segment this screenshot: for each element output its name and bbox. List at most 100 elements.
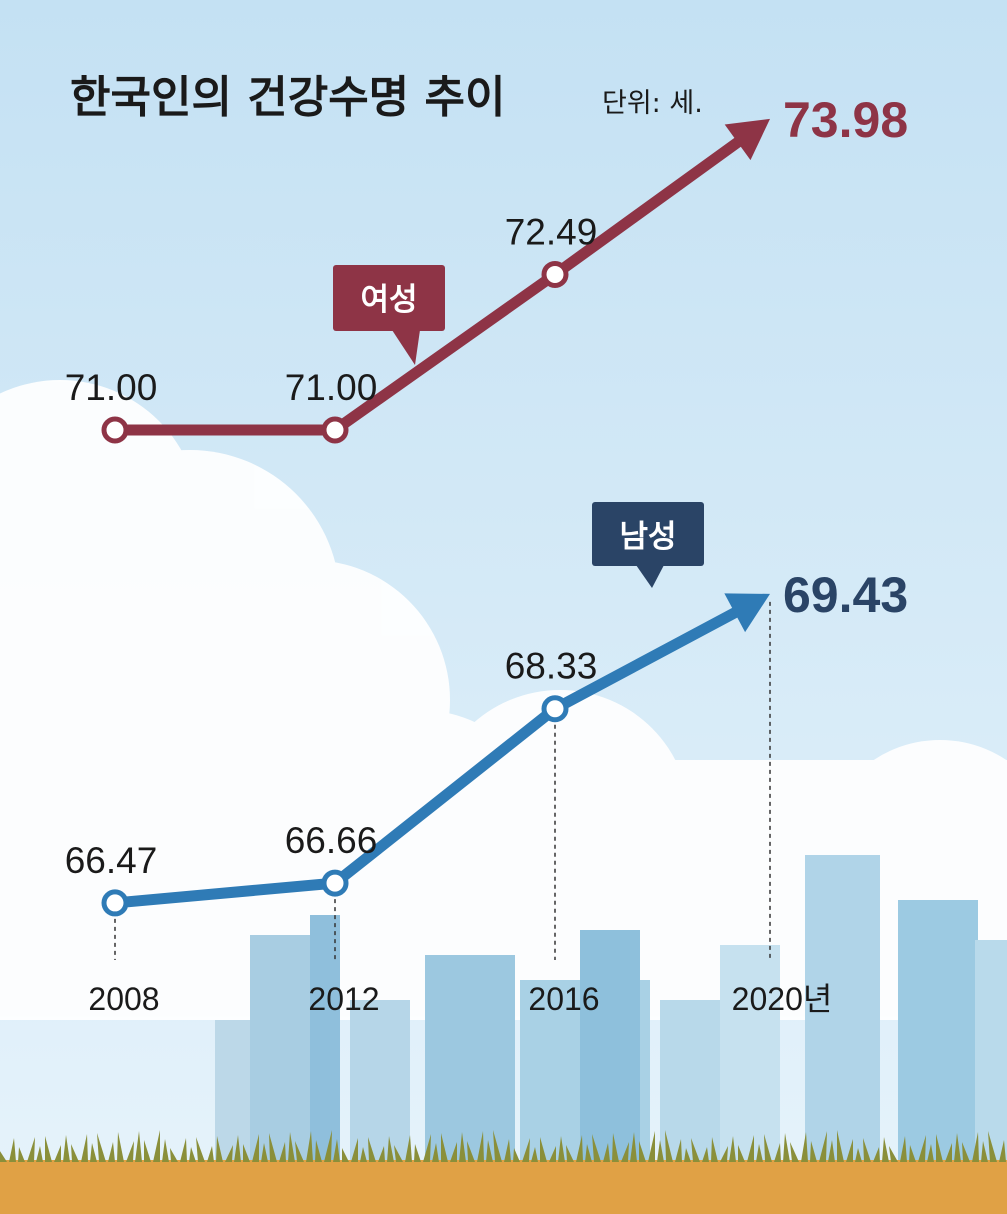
grass-blade — [972, 1132, 979, 1162]
grass-blade — [486, 1140, 493, 1162]
grass-blade — [324, 1130, 332, 1162]
grass-blade — [774, 1143, 781, 1162]
series-tag-female: 여성 — [333, 265, 445, 365]
grass-blade — [738, 1145, 745, 1162]
grass-blade — [612, 1133, 619, 1162]
grass-blade — [764, 1134, 772, 1162]
grass-blade — [558, 1136, 565, 1162]
grass-blade — [342, 1148, 349, 1162]
grass-blade — [954, 1133, 961, 1162]
grass-blade — [945, 1143, 952, 1162]
x-tick-label: 2012 — [308, 981, 379, 1017]
grass-blade — [387, 1136, 394, 1162]
grass-blade — [756, 1144, 763, 1162]
grass-blade — [513, 1148, 520, 1162]
grass-blade — [630, 1132, 637, 1162]
grass-blade — [71, 1144, 79, 1162]
grass-blade — [909, 1145, 916, 1162]
x-tick-label: 2008 — [88, 981, 159, 1017]
grass-blade — [225, 1145, 233, 1162]
grass-blade — [988, 1131, 997, 1162]
grass-blade — [0, 1151, 7, 1162]
grass-blade — [467, 1141, 475, 1162]
data-label-male: 69.43 — [783, 567, 908, 623]
drop-lines — [114, 601, 771, 960]
grass-blade — [702, 1147, 709, 1162]
city-skyline — [215, 855, 1007, 1160]
grass-blade — [441, 1133, 448, 1162]
grass-blade — [351, 1138, 358, 1162]
unit-label: 단위: 세. — [602, 88, 703, 119]
grass-blade — [691, 1138, 700, 1162]
grass-blade — [783, 1133, 790, 1162]
data-point-male — [101, 889, 129, 917]
grass-blade — [855, 1148, 862, 1162]
grass-blade — [126, 1141, 134, 1162]
grass-blade — [261, 1143, 268, 1162]
grass-blade — [522, 1138, 530, 1162]
series-arrow-female — [724, 118, 770, 161]
grass-blade — [450, 1142, 457, 1162]
data-label-female: 71.00 — [285, 367, 378, 408]
grass-blade — [97, 1133, 106, 1162]
chart-title: 한국인의 건강수명 추이 — [70, 72, 505, 123]
data-labels: 71.00 71.00 72.49 73.98 66.47 66.66 68.33 69.43 — [65, 92, 908, 881]
data-point-female — [321, 416, 349, 444]
grass-blade — [873, 1147, 880, 1162]
grass-blade — [216, 1136, 223, 1162]
grass-blade — [306, 1131, 313, 1162]
data-label-female: 72.49 — [505, 211, 598, 252]
ground-strip — [0, 1160, 1007, 1214]
grass-blade — [333, 1139, 340, 1162]
series-line-female — [109, 129, 753, 436]
grass-blade — [747, 1135, 754, 1162]
series-arrow-male — [724, 593, 770, 633]
series-line-male — [109, 601, 751, 909]
grass-blade — [170, 1148, 178, 1162]
grass-blade — [999, 1140, 1006, 1162]
grass-blade — [863, 1138, 871, 1162]
grass-blade — [117, 1132, 124, 1162]
grass-blade — [540, 1137, 547, 1162]
data-label-female: 73.98 — [783, 92, 908, 148]
grass-blade — [432, 1143, 439, 1162]
x-tick-label: 2020년 — [732, 981, 833, 1017]
grass-blade — [368, 1137, 376, 1162]
grass-blade — [288, 1132, 295, 1162]
grass-blade — [936, 1134, 943, 1162]
grass-blade — [108, 1142, 115, 1162]
grass-blade — [252, 1134, 259, 1162]
data-point-female — [541, 260, 569, 288]
series-tag-box — [333, 265, 445, 331]
series-tag-label: 여성 — [360, 282, 417, 318]
grass-blade — [889, 1146, 898, 1162]
grass-blade — [828, 1140, 835, 1162]
series-tag-box — [592, 502, 704, 566]
grass-blade — [819, 1131, 827, 1162]
grass-blade — [27, 1137, 35, 1162]
grass-blade — [9, 1138, 16, 1162]
data-point-male — [321, 869, 349, 897]
grass-blade — [592, 1134, 601, 1162]
series-tag-male: 남성 — [592, 502, 704, 588]
grass-blade — [45, 1136, 52, 1162]
series-tag-label: 남성 — [619, 519, 676, 555]
data-point-male — [541, 695, 569, 723]
grass-blade — [196, 1137, 205, 1162]
grass-blade — [900, 1136, 907, 1162]
grass-blade — [621, 1142, 629, 1162]
grass-blade — [549, 1146, 556, 1162]
data-label-male: 68.33 — [505, 646, 598, 687]
grass-blade — [162, 1139, 169, 1162]
grass-blade — [657, 1140, 664, 1162]
grass-blade — [531, 1147, 538, 1162]
grass-blade — [684, 1148, 691, 1162]
grass-blade — [493, 1130, 502, 1162]
data-label-male: 66.47 — [65, 840, 158, 881]
grass-blade — [207, 1146, 214, 1162]
data-markers — [101, 260, 569, 917]
grass-blade — [729, 1136, 736, 1162]
series-tag-pointer — [636, 565, 664, 588]
